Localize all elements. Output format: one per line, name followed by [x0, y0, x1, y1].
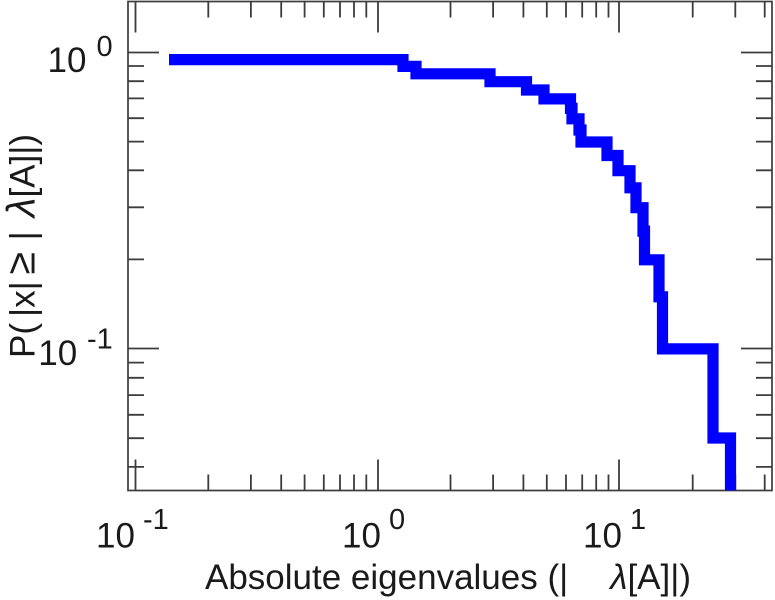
- svg-text:0: 0: [389, 504, 405, 536]
- svg-text:-1: -1: [143, 504, 169, 536]
- svg-text:10: 10: [38, 334, 77, 373]
- svg-text:0: 0: [97, 31, 113, 63]
- svg-text:10: 10: [342, 517, 381, 556]
- svg-text:10: 10: [583, 517, 622, 556]
- svg-text:P(|x| ≥ |λ[A]|): P(|x| ≥ |λ[A]|): [0, 134, 44, 358]
- svg-text:10: 10: [96, 517, 135, 556]
- svg-text:10: 10: [48, 41, 87, 80]
- svg-text:-1: -1: [87, 324, 113, 356]
- svg-text:Absolute eigenvalues (|λ[A]|): Absolute eigenvalues (| λ[A]|): [205, 558, 691, 597]
- svg-text:1: 1: [630, 504, 646, 536]
